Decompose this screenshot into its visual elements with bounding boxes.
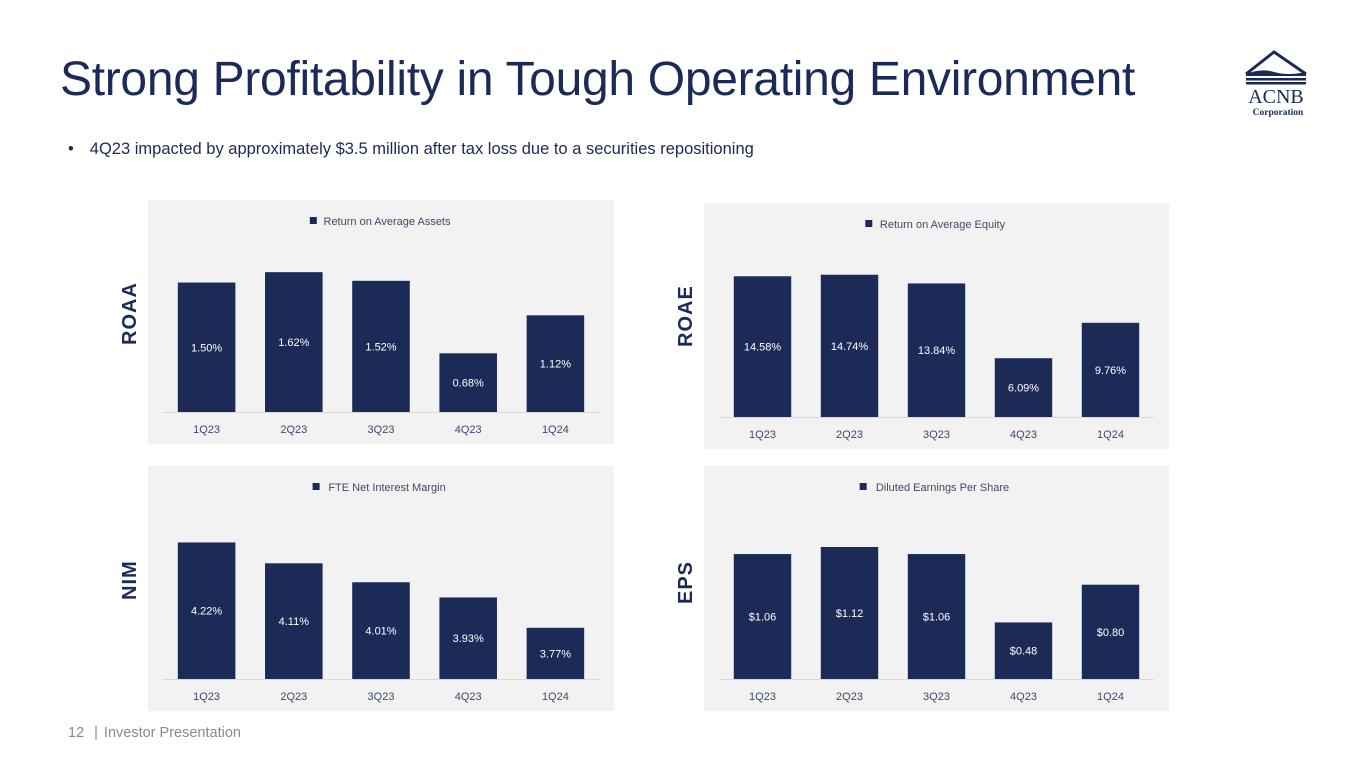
- x-tick-label: 1Q24: [542, 424, 569, 436]
- x-tick-label: 3Q23: [368, 691, 395, 703]
- bar-1q23: [733, 554, 792, 679]
- roaa-chart: Return on Average Assets 1.50% 1Q23 1.62% 2Q…: [148, 200, 614, 444]
- x-tick-label: 1Q23: [749, 691, 776, 703]
- bar-1q24: [526, 627, 585, 679]
- side-label-roaa: ROAA: [119, 282, 141, 345]
- legend-label: Return on Average Assets: [324, 216, 451, 228]
- data-label: 13.84%: [918, 345, 956, 357]
- bullet-marker: •: [68, 140, 74, 158]
- x-tick-label: 4Q23: [455, 424, 482, 436]
- x-tick-label: 2Q23: [280, 424, 307, 436]
- data-label: 9.76%: [1095, 365, 1126, 377]
- bullet-note: • 4Q23 impacted by approximately $3.5 mil…: [68, 140, 754, 159]
- legend: FTE Net Interest Margin: [312, 482, 446, 494]
- legend-label: Return on Average Equity: [880, 219, 1006, 231]
- data-label: 1.50%: [191, 342, 222, 354]
- bar-2q23: [820, 547, 879, 679]
- legend-swatch: [312, 483, 320, 490]
- legend: Diluted Earnings Per Share: [859, 482, 1009, 494]
- data-label: $0.80: [1097, 627, 1125, 639]
- data-label: $1.06: [923, 612, 951, 624]
- bar-2q23: [265, 272, 323, 412]
- bar-1q24: [1081, 584, 1140, 679]
- roaa-svg: Return on Average Assets 1.50% 1Q23 1.62% 2Q…: [163, 216, 599, 436]
- footer-separator: |: [94, 725, 98, 741]
- data-label: 3.93%: [453, 633, 484, 645]
- data-label: $0.48: [1010, 646, 1038, 658]
- legend-swatch: [859, 483, 867, 490]
- page-number: 12: [68, 725, 85, 741]
- x-tick-label: 4Q23: [455, 691, 482, 703]
- roae-chart: Return on Average Equity 14.58% 1Q23 14.74%…: [704, 203, 1169, 449]
- x-tick-label: 1Q23: [193, 691, 220, 703]
- data-label: $1.06: [749, 612, 777, 624]
- bullet-text: 4Q23 impacted by approximately $3.5 mill…: [89, 140, 754, 158]
- page-title: Strong Profitability in Tough Operating …: [60, 53, 1136, 106]
- bar-1q23: [177, 282, 236, 412]
- data-label: 0.68%: [453, 378, 484, 390]
- x-tick-label: 3Q23: [923, 691, 950, 703]
- bar-3q23: [907, 554, 966, 679]
- footer-label: Investor Presentation: [103, 725, 241, 741]
- roae-svg: Return on Average Equity 14.58% 1Q23 14.74%…: [719, 219, 1154, 441]
- bar-3q23: [907, 283, 966, 417]
- x-tick-label: 2Q23: [836, 691, 863, 703]
- bar-2q23: [265, 563, 323, 679]
- legend-label: FTE Net Interest Margin: [328, 482, 445, 494]
- acnb-logo: ACNB Corporation: [1232, 48, 1312, 120]
- x-tick-label: 1Q24: [1097, 429, 1124, 441]
- data-label: 6.09%: [1008, 383, 1039, 395]
- data-label: 4.11%: [279, 616, 310, 628]
- data-label: 14.58%: [744, 342, 782, 354]
- x-tick-label: 1Q23: [749, 429, 776, 441]
- x-tick-label: 4Q23: [1010, 429, 1037, 441]
- side-label-roae: ROAE: [675, 285, 697, 347]
- side-label-eps: EPS: [675, 560, 697, 604]
- x-tick-label: 2Q23: [280, 691, 307, 703]
- eps-svg: Diluted Earnings Per Share $1.06 1Q23 $1.12…: [719, 482, 1154, 703]
- legend-swatch: [309, 217, 317, 224]
- eps-chart: Diluted Earnings Per Share $1.06 1Q23 $1.12…: [704, 466, 1169, 711]
- bar-4q23: [439, 353, 497, 412]
- x-tick-label: 1Q24: [1097, 691, 1124, 703]
- bar-1q24: [526, 315, 585, 412]
- logo-subtitle: Corporation: [1253, 108, 1304, 118]
- bar-1q23: [177, 542, 236, 679]
- legend-swatch: [865, 220, 873, 227]
- logo-name: ACNB: [1248, 86, 1304, 108]
- x-tick-label: 3Q23: [368, 424, 395, 436]
- nim-svg: FTE Net Interest Margin 4.22% 1Q23 4.11% 2Q2…: [163, 482, 599, 703]
- bar-4q23: [994, 358, 1053, 417]
- bar-1q23: [733, 276, 792, 417]
- data-label: $1.12: [836, 608, 864, 620]
- legend: Return on Average Equity: [865, 219, 1006, 231]
- footer: 12 | Investor Presentation: [68, 725, 241, 741]
- x-tick-label: 1Q24: [542, 691, 569, 703]
- data-label: 4.01%: [365, 626, 396, 638]
- x-tick-label: 1Q23: [193, 424, 220, 436]
- data-label: 4.22%: [191, 606, 222, 618]
- bar-2q23: [820, 274, 879, 417]
- data-label: 1.62%: [278, 337, 309, 349]
- x-tick-label: 4Q23: [1010, 691, 1037, 703]
- legend: Return on Average Assets: [309, 216, 451, 228]
- data-label: 3.77%: [540, 648, 571, 660]
- data-label: 1.12%: [540, 359, 571, 371]
- bar-3q23: [352, 582, 410, 679]
- bar-4q23: [439, 597, 497, 679]
- bar-1q24: [1081, 322, 1140, 417]
- data-label: 14.74%: [831, 341, 869, 353]
- x-tick-label: 3Q23: [923, 429, 950, 441]
- bar-4q23: [994, 622, 1053, 679]
- bar-3q23: [352, 280, 410, 412]
- x-tick-label: 2Q23: [836, 429, 863, 441]
- side-label-nim: NIM: [119, 560, 141, 600]
- building-roof-icon: ACNB Corporation: [1245, 50, 1307, 118]
- legend-label: Diluted Earnings Per Share: [876, 482, 1009, 494]
- nim-chart: FTE Net Interest Margin 4.22% 1Q23 4.11% 2Q2…: [148, 466, 614, 711]
- data-label: 1.52%: [365, 341, 396, 353]
